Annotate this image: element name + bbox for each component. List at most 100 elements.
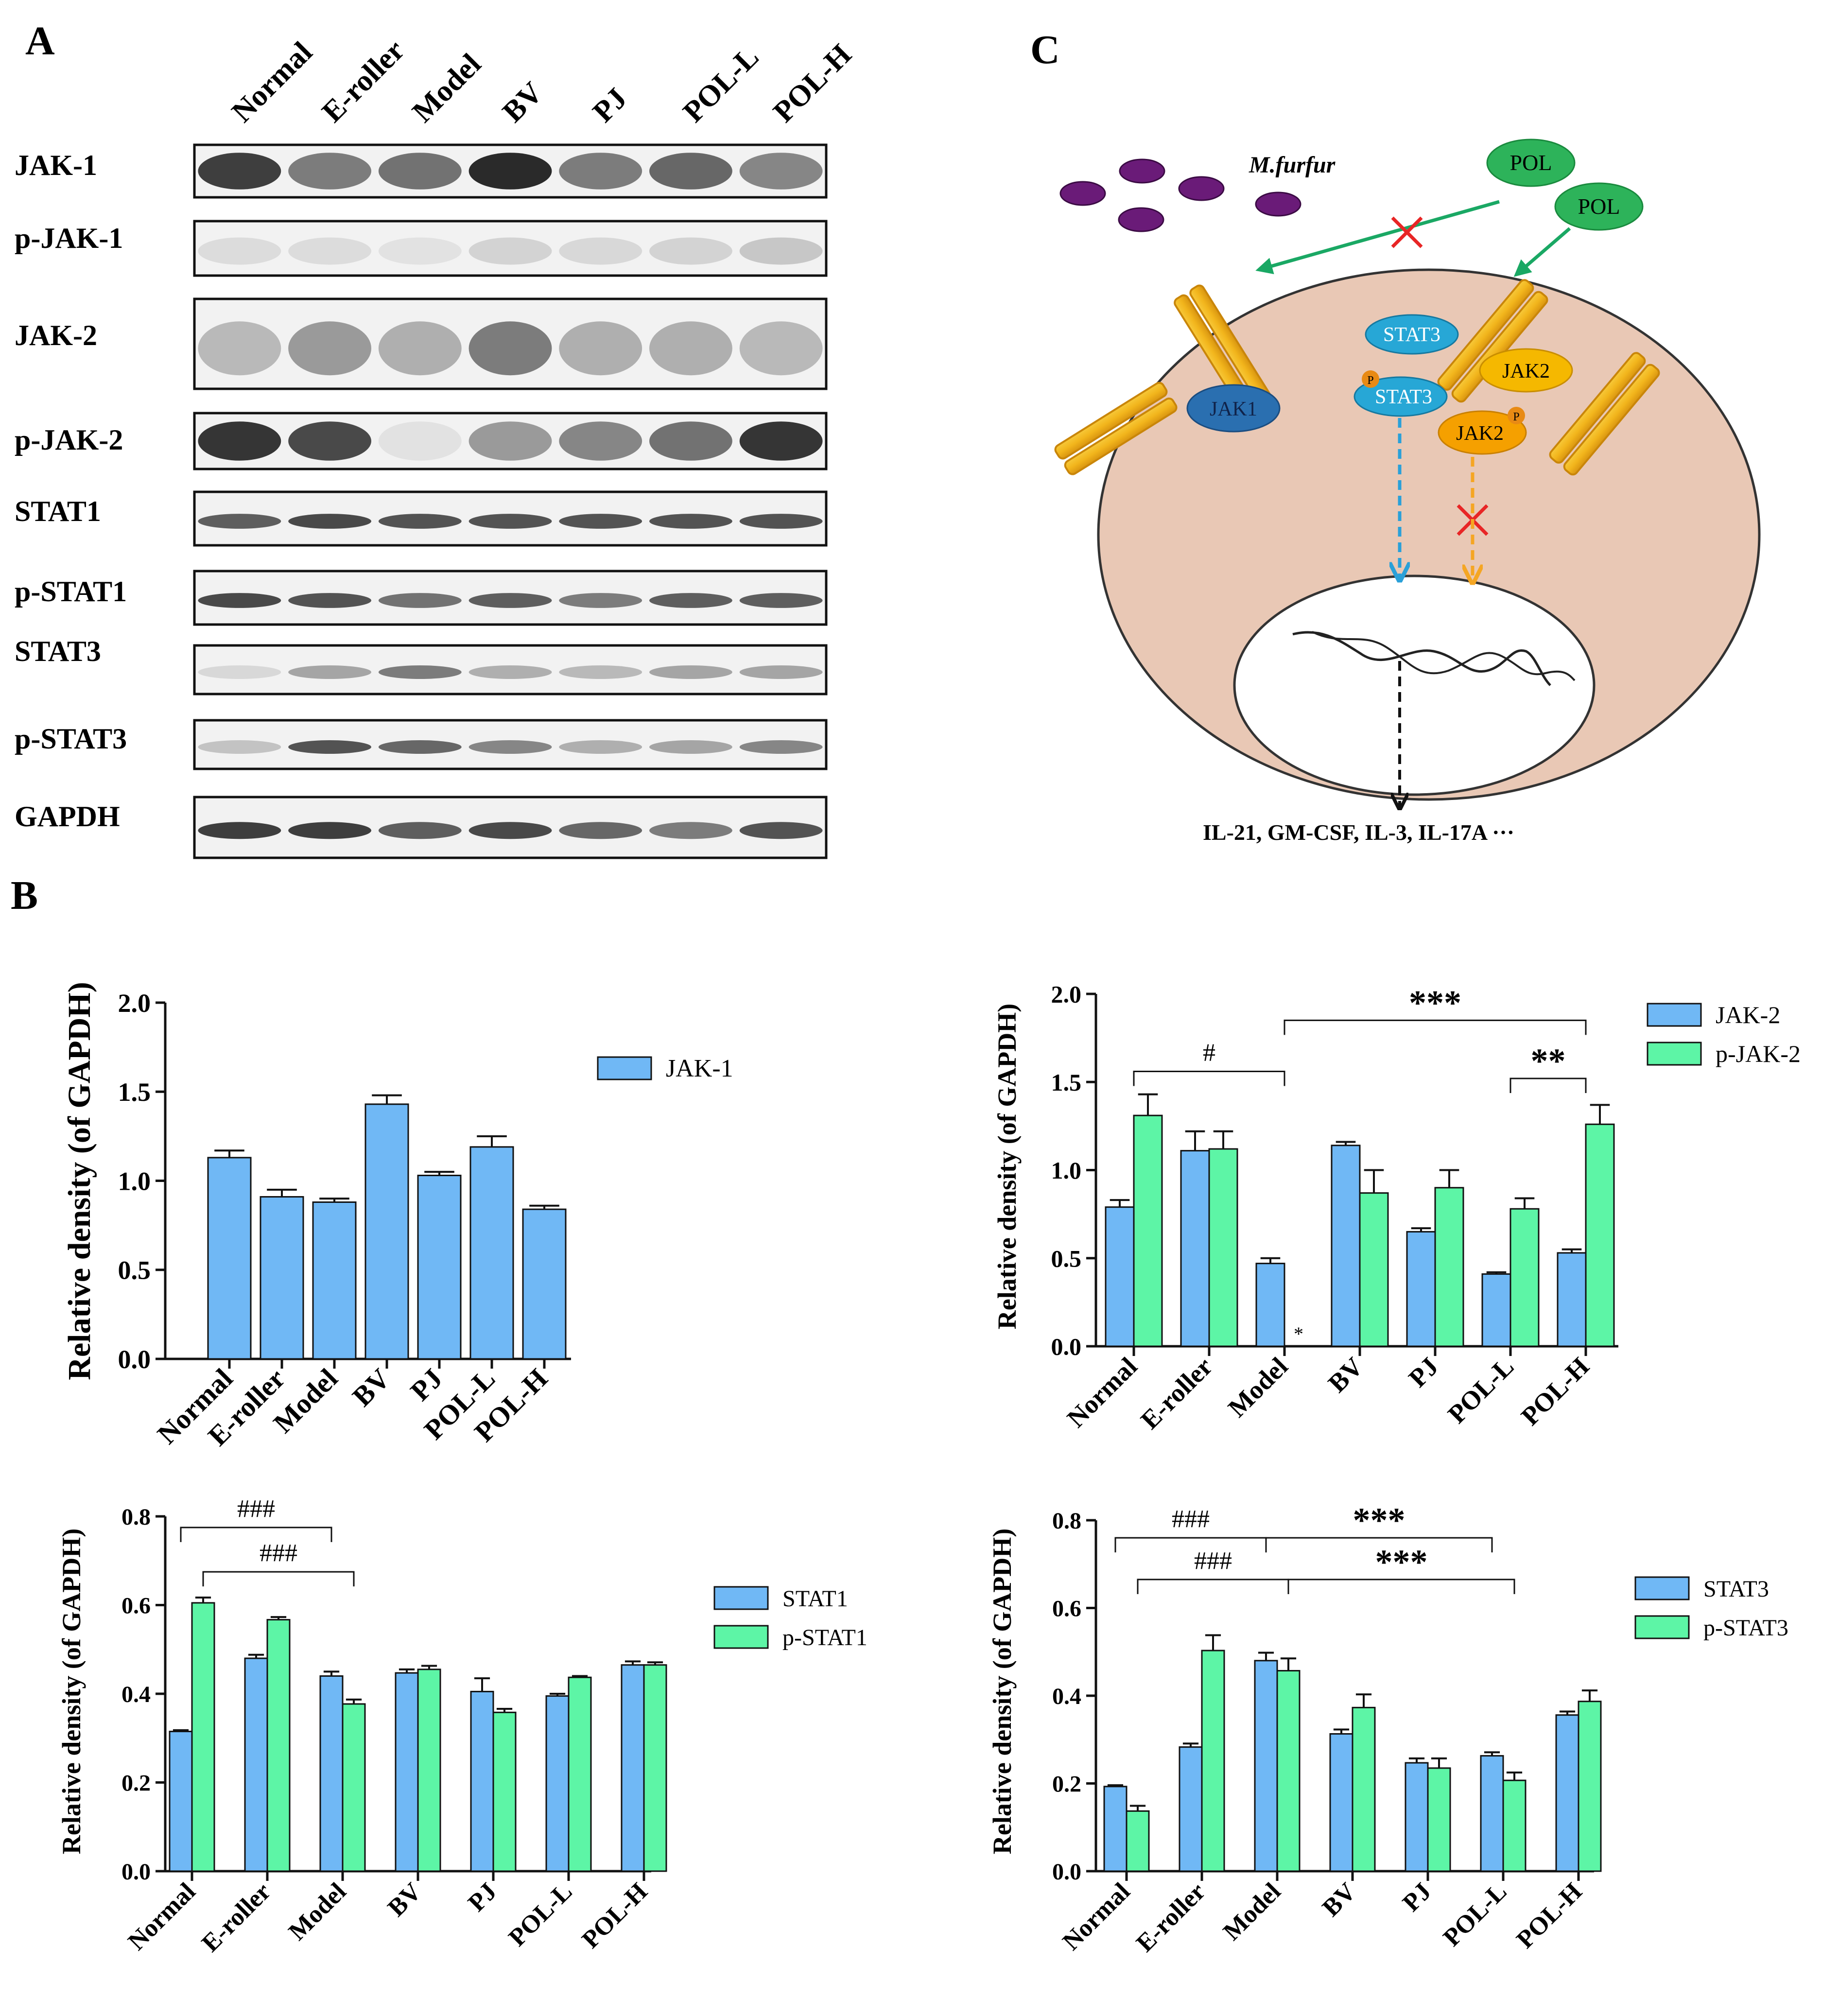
y-tick-label: 0.8	[121, 1504, 151, 1530]
blot-band	[559, 237, 642, 265]
fungus-cell	[1255, 191, 1301, 217]
blot-band	[378, 740, 462, 754]
bar-p-STAT3	[1427, 1767, 1451, 1872]
bar-STAT3	[1555, 1714, 1579, 1872]
blot-band	[559, 421, 642, 461]
bar-STAT3	[1480, 1755, 1504, 1872]
significance-label: ***	[1409, 983, 1461, 1022]
legend-label: p-JAK-2	[1716, 1040, 1801, 1067]
bar-JAK-1	[364, 1103, 409, 1360]
bar-STAT1	[395, 1672, 419, 1872]
x-tick-label: POL-L	[1442, 1352, 1519, 1429]
blot-band	[198, 822, 281, 839]
bar-STAT3	[1254, 1660, 1278, 1872]
blot-band	[468, 321, 552, 376]
x-tick-label: POL-L	[1438, 1877, 1512, 1952]
blot-band	[288, 514, 371, 529]
blot-row-label: p-STAT3	[15, 723, 127, 755]
bar-p-STAT1	[643, 1664, 667, 1872]
blot-row-label: p-JAK-2	[15, 424, 123, 456]
bar-JAK-2	[1406, 1231, 1436, 1347]
y-tick-label: 2.0	[1051, 981, 1082, 1008]
bar-JAK-1	[260, 1196, 304, 1360]
stat3-phospho-label: STAT3	[1375, 386, 1432, 408]
x-tick-label: BV	[1322, 1352, 1369, 1398]
blot-band	[288, 593, 371, 608]
blot-band	[198, 593, 281, 608]
blot-row-label: p-STAT1	[15, 575, 127, 608]
y-tick-label: 1.0	[118, 1166, 151, 1196]
jak2-bar-chart: 0.0 0.5 1.0 1.5 2.0 Relative density (of GAPD…	[992, 981, 1801, 1435]
blot-row-label: STAT3	[15, 635, 101, 667]
blot-band	[739, 153, 823, 190]
blot-band	[378, 421, 462, 461]
blot-band	[378, 665, 462, 679]
significance-label: **	[1531, 1042, 1566, 1080]
phospho-icon	[1362, 370, 1379, 388]
legend-label: STAT1	[782, 1586, 848, 1612]
blot-lane-label: Model	[406, 47, 487, 128]
bar-STAT3	[1329, 1733, 1353, 1872]
pol-drug-1-label: POL	[1510, 150, 1552, 175]
y-tick-label: 2.0	[118, 989, 151, 1018]
bar-p-STAT1	[266, 1619, 291, 1872]
x-tick-label: E-roller	[1131, 1877, 1211, 1957]
bar-STAT1	[244, 1657, 268, 1872]
bar-p-STAT3	[1201, 1650, 1225, 1872]
dna-strand-icon	[1292, 631, 1551, 686]
blot-band	[559, 514, 642, 529]
significance-bracket	[1114, 1537, 1267, 1553]
blot-band	[739, 421, 823, 461]
significance-label: ***	[1375, 1543, 1428, 1582]
bar-STAT1	[319, 1675, 344, 1872]
significance-bracket	[1284, 1019, 1587, 1035]
fungus-cell	[1059, 181, 1106, 206]
significance-bracket	[1509, 1078, 1587, 1093]
bar-p-STAT3	[1502, 1779, 1527, 1872]
bar-STAT1	[470, 1690, 494, 1872]
fungus-cell	[1119, 158, 1165, 184]
significance-bracket	[1137, 1579, 1289, 1594]
blot-band	[378, 593, 462, 608]
blot-band	[378, 153, 462, 190]
blot-band	[649, 153, 732, 190]
block-x-icon	[1391, 216, 1423, 248]
blot-band	[559, 321, 642, 376]
stat3-protein	[1365, 314, 1459, 355]
y-tick-label: 0.0	[118, 1345, 151, 1374]
legend-label: JAK-2	[1716, 1001, 1780, 1028]
blot-band	[649, 321, 732, 376]
blot-band	[649, 665, 732, 679]
blot-band	[198, 421, 281, 461]
x-tick-label: Model	[1222, 1352, 1293, 1423]
x-tick-label: BV	[382, 1877, 427, 1922]
x-tick-label: Normal	[1061, 1352, 1143, 1433]
blot-band	[468, 237, 552, 265]
blot-lane-label: PJ	[587, 82, 634, 129]
pol-drug-1	[1486, 139, 1576, 187]
bar-p-JAK-2	[1133, 1114, 1163, 1347]
bar-STAT1	[545, 1695, 570, 1872]
x-tick-label: E-roller	[1135, 1352, 1218, 1435]
pol-arrow-to-jak2-receptor	[1513, 227, 1571, 277]
bar-JAK-2	[1180, 1150, 1210, 1347]
legend-swatch	[1647, 1042, 1702, 1066]
blot-band	[468, 421, 552, 461]
bar-p-STAT3	[1126, 1810, 1150, 1872]
bar-JAK-1	[469, 1146, 514, 1360]
phospho-icon	[1508, 407, 1525, 424]
bar-p-STAT1	[417, 1668, 441, 1872]
bar-p-STAT1	[492, 1711, 517, 1872]
bar-JAK-2	[1481, 1273, 1511, 1347]
legend-swatch	[1634, 1576, 1690, 1600]
x-tick-label: BV	[346, 1362, 396, 1412]
y-tick-label: 0.4	[121, 1682, 151, 1707]
bar-p-JAK-2	[1208, 1148, 1238, 1347]
blot-band	[198, 153, 281, 190]
blot-band	[288, 665, 371, 679]
y-tick-label: 0.8	[1052, 1508, 1081, 1534]
x-tick-label: Model	[283, 1877, 351, 1946]
bar-p-STAT1	[568, 1676, 592, 1872]
